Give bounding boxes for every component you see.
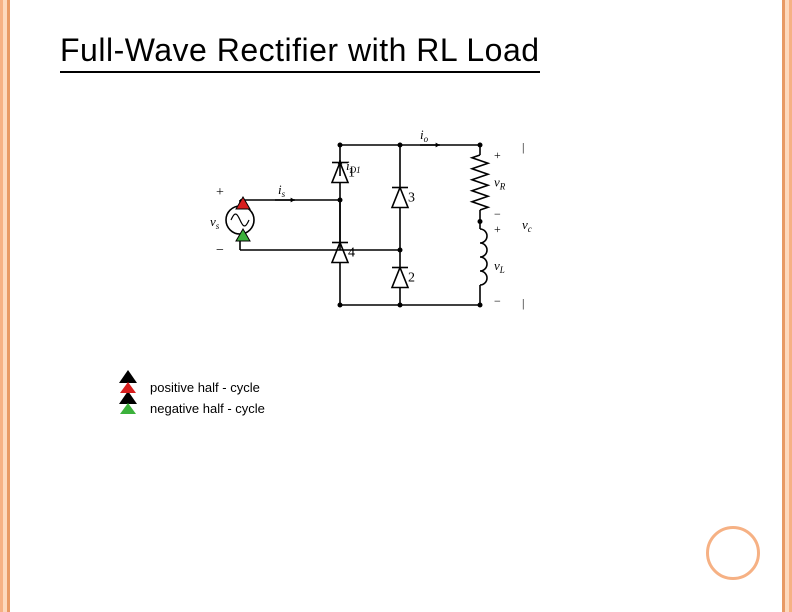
svg-text:|: |: [522, 296, 524, 310]
stripe: [785, 0, 789, 612]
slide-title: Full-Wave Rectifier with RL Load: [60, 32, 540, 73]
svg-text:3: 3: [408, 191, 415, 206]
svg-text:is: is: [278, 182, 286, 199]
triangle-marker-negative-icon: [120, 403, 136, 414]
stripe: [782, 0, 785, 612]
svg-text:−: −: [494, 294, 501, 308]
svg-text:2: 2: [408, 271, 415, 286]
legend-label: positive half - cycle: [150, 380, 260, 395]
svg-text:−: −: [216, 243, 224, 258]
svg-text:|: |: [522, 140, 524, 154]
legend-row-positive: positive half - cycle: [120, 380, 265, 395]
circuit-diagram: +−vsisiD11432io+vR−+vL−|vc|: [210, 105, 550, 335]
svg-text:vs: vs: [210, 214, 220, 231]
edge-right: [782, 0, 792, 612]
svg-text:4: 4: [348, 246, 355, 261]
svg-text:+: +: [494, 222, 501, 236]
edge-left: [0, 0, 10, 612]
svg-text:vL: vL: [494, 258, 505, 275]
corner-accent-circle: [706, 526, 760, 580]
legend-row-negative: negative half - cycle: [120, 401, 265, 416]
svg-text:io: io: [420, 127, 429, 144]
legend-label: negative half - cycle: [150, 401, 265, 416]
stripe: [7, 0, 10, 612]
svg-text:+: +: [216, 185, 224, 200]
svg-text:vc: vc: [522, 217, 532, 234]
legend: positive half - cycle negative half - cy…: [120, 380, 265, 422]
svg-text:vR: vR: [494, 175, 506, 192]
svg-text:−: −: [494, 207, 501, 221]
svg-text:+: +: [494, 148, 501, 162]
triangle-marker-positive-icon: [120, 382, 136, 393]
svg-text:1: 1: [348, 166, 355, 181]
